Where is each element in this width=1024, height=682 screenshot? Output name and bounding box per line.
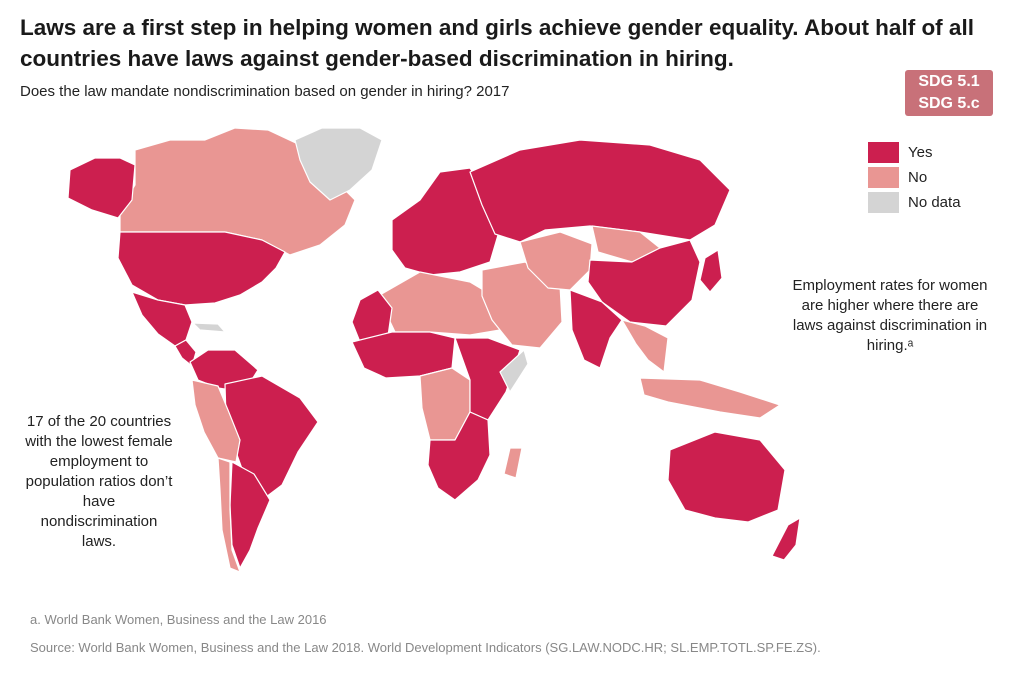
map-region-china — [587, 239, 701, 327]
sdg-badge: SDG 5.1 SDG 5.c — [905, 70, 993, 116]
legend-label-no: No — [908, 169, 928, 186]
map-region-alaska — [67, 157, 136, 219]
map-region-greenland — [294, 127, 383, 201]
legend-label-no-data: No data — [908, 194, 961, 211]
chart-subtitle: Does the law mandate nondiscrimination b… — [20, 83, 510, 100]
sdg-badge-line2: SDG 5.c — [918, 95, 980, 112]
legend-item-yes: Yes — [868, 140, 961, 165]
legend-label-yes: Yes — [908, 144, 933, 161]
map-region-cuba — [192, 322, 226, 333]
footnote: a. World Bank Women, Business and the La… — [30, 612, 327, 627]
sdg-badge-line1: SDG 5.1 — [918, 73, 980, 90]
map-region-central-asia — [519, 231, 593, 291]
map-region-japan — [699, 249, 723, 293]
legend-item-no: No — [868, 165, 961, 190]
source-note: Source: World Bank Women, Business and t… — [30, 640, 821, 655]
annotation-right: Employment rates for women are higher wh… — [792, 277, 988, 354]
map-region-peru-and-bolivia — [191, 379, 241, 463]
map-region-india — [569, 289, 623, 369]
legend-item-no-data: No data — [868, 190, 961, 215]
map-region-southern-africa — [427, 411, 491, 501]
legend-swatch-no — [868, 167, 899, 188]
map-region-southeast-asia — [621, 319, 669, 373]
map-region-australia — [667, 431, 786, 523]
annotation-left: 17 of the 20 countries with the lowest f… — [25, 413, 173, 550]
map-region-new-zealand — [771, 517, 801, 561]
legend: Yes No No data — [868, 140, 961, 215]
map-region-europe — [391, 167, 499, 276]
map-region-east-africa — [454, 337, 521, 421]
chart-title: Laws are a first step in helping women a… — [20, 15, 974, 71]
legend-swatch-yes — [868, 142, 899, 163]
map-region-chile — [217, 457, 241, 573]
map-region-united-states — [117, 231, 286, 306]
legend-swatch-no-data — [868, 192, 899, 213]
map-region-indonesia — [639, 377, 781, 419]
map-region-somalia — [499, 349, 529, 393]
map-region-madagascar — [503, 447, 523, 479]
